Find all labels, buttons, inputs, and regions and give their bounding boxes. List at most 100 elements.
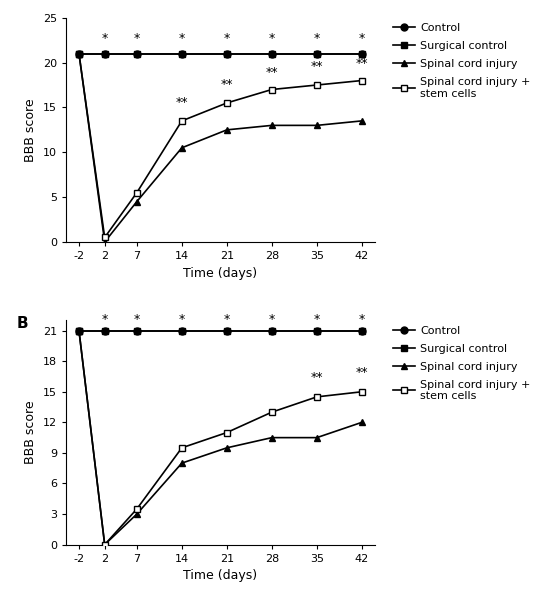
Spinal cord injury +
stem cells xyxy=(314,393,320,400)
Text: **: ** xyxy=(220,78,233,91)
Surgical control xyxy=(179,327,185,334)
Line: Spinal cord injury: Spinal cord injury xyxy=(75,327,365,548)
Spinal cord injury +
stem cells xyxy=(75,327,82,334)
Control xyxy=(179,327,185,334)
Spinal cord injury +
stem cells xyxy=(179,444,185,451)
X-axis label: Time (days): Time (days) xyxy=(183,266,257,279)
Control xyxy=(224,50,230,57)
Control xyxy=(268,327,275,334)
Text: *: * xyxy=(134,31,140,44)
Legend: Control, Surgical control, Spinal cord injury, Spinal cord injury +
stem cells: Control, Surgical control, Spinal cord i… xyxy=(392,23,531,99)
Spinal cord injury +
stem cells xyxy=(133,506,140,513)
Text: **: ** xyxy=(311,371,323,384)
Text: **: ** xyxy=(311,60,323,73)
Control xyxy=(359,50,365,57)
Line: Spinal cord injury +
stem cells: Spinal cord injury + stem cells xyxy=(75,327,365,548)
Control xyxy=(179,50,185,57)
Control xyxy=(314,50,320,57)
Line: Spinal cord injury +
stem cells: Spinal cord injury + stem cells xyxy=(75,50,365,241)
Spinal cord injury +
stem cells xyxy=(268,86,275,93)
Line: Spinal cord injury: Spinal cord injury xyxy=(75,50,365,246)
Text: *: * xyxy=(269,31,275,44)
Surgical control xyxy=(75,50,82,57)
X-axis label: Time (days): Time (days) xyxy=(183,570,257,582)
Spinal cord injury xyxy=(101,541,108,548)
Surgical control xyxy=(224,50,230,57)
Spinal cord injury xyxy=(179,144,185,152)
Spinal cord injury xyxy=(314,434,320,441)
Control xyxy=(314,327,320,334)
Surgical control xyxy=(268,50,275,57)
Spinal cord injury xyxy=(133,198,140,205)
Surgical control xyxy=(101,50,108,57)
Line: Control: Control xyxy=(75,327,365,334)
Spinal cord injury xyxy=(359,117,365,124)
Control xyxy=(359,327,365,334)
Spinal cord injury xyxy=(179,459,185,466)
Surgical control xyxy=(101,327,108,334)
Text: **: ** xyxy=(176,96,188,110)
Text: **: ** xyxy=(355,57,368,70)
Control xyxy=(133,50,140,57)
Spinal cord injury +
stem cells xyxy=(75,50,82,57)
Control xyxy=(224,327,230,334)
Text: *: * xyxy=(224,31,230,44)
Spinal cord injury +
stem cells xyxy=(314,82,320,89)
Surgical control xyxy=(359,327,365,334)
Spinal cord injury xyxy=(268,434,275,441)
Text: **: ** xyxy=(355,365,368,378)
Surgical control xyxy=(133,50,140,57)
Control xyxy=(101,327,108,334)
Text: *: * xyxy=(179,31,185,44)
Y-axis label: BBB score: BBB score xyxy=(24,98,37,162)
Surgical control xyxy=(179,50,185,57)
Y-axis label: BBB score: BBB score xyxy=(24,401,37,464)
Spinal cord injury +
stem cells xyxy=(224,429,230,436)
Spinal cord injury xyxy=(75,327,82,334)
Spinal cord injury xyxy=(133,510,140,517)
Spinal cord injury xyxy=(268,122,275,129)
Line: Control: Control xyxy=(75,50,365,57)
Spinal cord injury xyxy=(359,419,365,426)
Spinal cord injury +
stem cells xyxy=(101,541,108,548)
Text: *: * xyxy=(179,313,185,326)
Surgical control xyxy=(75,327,82,334)
Text: *: * xyxy=(359,313,365,326)
Line: Surgical control: Surgical control xyxy=(75,327,365,334)
Text: *: * xyxy=(269,313,275,326)
Text: *: * xyxy=(134,313,140,326)
Spinal cord injury +
stem cells xyxy=(359,77,365,84)
Text: *: * xyxy=(314,313,320,326)
Spinal cord injury +
stem cells xyxy=(268,408,275,416)
Control xyxy=(133,327,140,334)
Surgical control xyxy=(359,50,365,57)
Legend: Control, Surgical control, Spinal cord injury, Spinal cord injury +
stem cells: Control, Surgical control, Spinal cord i… xyxy=(392,326,531,401)
Control xyxy=(75,327,82,334)
Control xyxy=(75,50,82,57)
Spinal cord injury +
stem cells xyxy=(101,234,108,241)
Surgical control xyxy=(224,327,230,334)
Text: B: B xyxy=(17,316,28,331)
Spinal cord injury +
stem cells xyxy=(224,99,230,107)
Text: *: * xyxy=(314,31,320,44)
Spinal cord injury xyxy=(224,444,230,451)
Text: **: ** xyxy=(266,66,278,79)
Surgical control xyxy=(314,50,320,57)
Spinal cord injury xyxy=(75,50,82,57)
Control xyxy=(268,50,275,57)
Text: *: * xyxy=(101,313,108,326)
Text: *: * xyxy=(224,313,230,326)
Surgical control xyxy=(314,327,320,334)
Spinal cord injury xyxy=(224,126,230,133)
Line: Surgical control: Surgical control xyxy=(75,50,365,57)
Spinal cord injury +
stem cells xyxy=(133,189,140,196)
Text: *: * xyxy=(101,31,108,44)
Spinal cord injury +
stem cells xyxy=(179,117,185,124)
Surgical control xyxy=(268,327,275,334)
Text: *: * xyxy=(359,31,365,44)
Surgical control xyxy=(133,327,140,334)
Spinal cord injury +
stem cells xyxy=(359,388,365,395)
Control xyxy=(101,50,108,57)
Spinal cord injury xyxy=(101,239,108,246)
Spinal cord injury xyxy=(314,122,320,129)
